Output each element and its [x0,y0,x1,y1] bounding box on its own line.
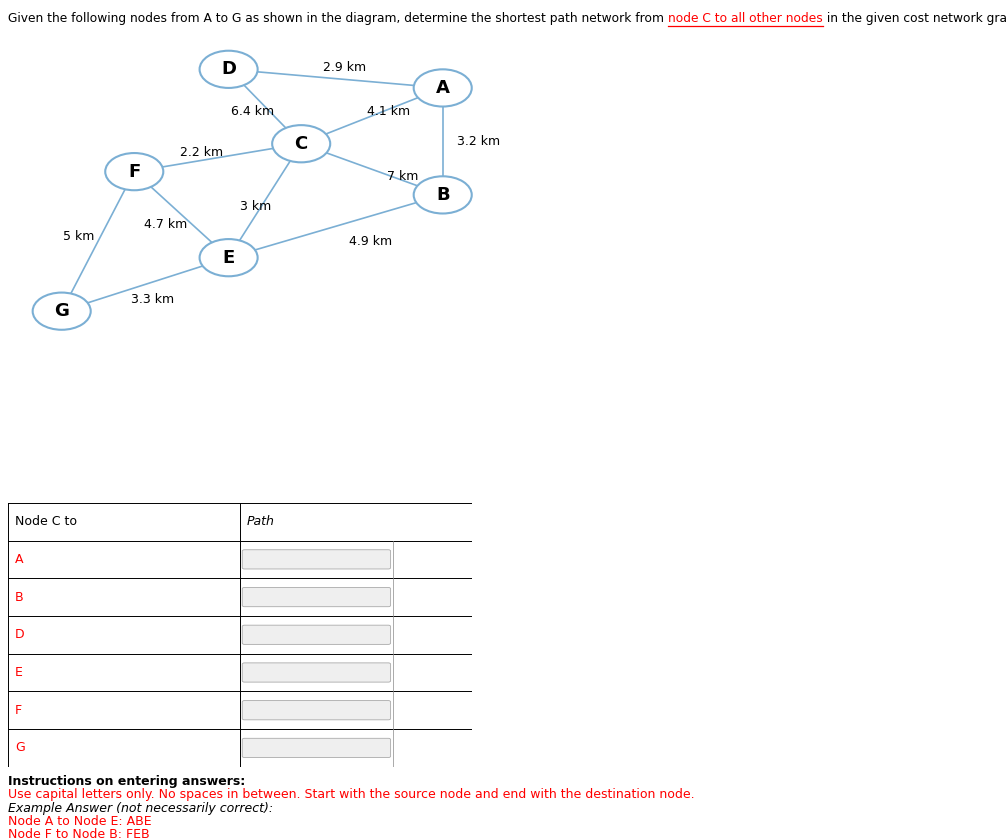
Circle shape [413,176,472,214]
Text: G: G [15,742,25,754]
Text: Path: Path [247,515,275,528]
FancyBboxPatch shape [242,738,391,758]
Text: G: G [54,303,70,320]
Text: 2.2 km: 2.2 km [180,146,224,159]
Circle shape [105,153,163,190]
Text: E: E [15,666,23,679]
Text: A: A [435,79,450,97]
Text: Node C to: Node C to [15,515,77,528]
FancyBboxPatch shape [242,625,391,644]
Text: Use capital letters only. No spaces in between. Start with the source node and e: Use capital letters only. No spaces in b… [8,789,695,801]
FancyBboxPatch shape [242,701,391,720]
Text: Example Answer (not necessarily correct):: Example Answer (not necessarily correct)… [8,802,273,815]
Text: Node A to Node E: ABE: Node A to Node E: ABE [8,815,151,828]
Text: F: F [15,704,22,716]
Circle shape [32,292,91,330]
Text: 3 km: 3 km [240,200,271,213]
Text: Given the following nodes from A to G as shown in the diagram, determine the sho: Given the following nodes from A to G as… [8,12,668,25]
Circle shape [200,239,258,277]
FancyBboxPatch shape [242,663,391,682]
Text: 3.2 km: 3.2 km [458,135,501,148]
Text: F: F [128,163,140,181]
Text: B: B [15,591,23,603]
Text: 2.9 km: 2.9 km [324,61,366,75]
Text: A: A [15,553,23,566]
Text: 6.4 km: 6.4 km [231,105,274,117]
FancyBboxPatch shape [242,550,391,569]
Circle shape [200,51,258,88]
Circle shape [413,70,472,106]
Text: Node F to Node B: FEB: Node F to Node B: FEB [8,828,150,838]
Text: node C to all other nodes: node C to all other nodes [668,12,823,25]
Text: E: E [223,249,235,266]
Text: 7 km: 7 km [387,170,418,183]
Text: 5 km: 5 km [62,230,94,243]
Text: D: D [15,628,24,641]
Text: 4.7 km: 4.7 km [144,218,187,230]
Circle shape [272,125,331,163]
Text: 3.3 km: 3.3 km [131,293,174,306]
FancyBboxPatch shape [242,587,391,607]
Text: in the given cost network graph.: in the given cost network graph. [823,12,1008,25]
Text: B: B [435,186,450,204]
Text: 4.1 km: 4.1 km [368,105,410,117]
Text: 4.9 km: 4.9 km [349,235,392,248]
Text: C: C [294,135,307,153]
Text: D: D [221,60,236,78]
Text: Instructions on entering answers:: Instructions on entering answers: [8,775,245,789]
